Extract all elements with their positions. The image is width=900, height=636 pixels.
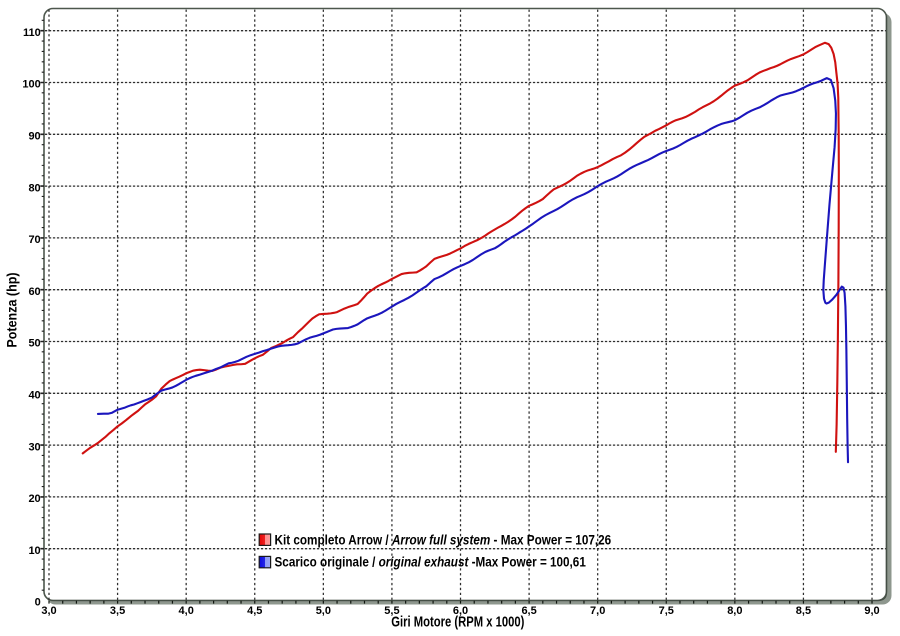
svg-text:90: 90 xyxy=(28,131,40,143)
svg-text:6,5: 6,5 xyxy=(521,605,536,617)
svg-text:40: 40 xyxy=(28,390,40,402)
svg-text:4,5: 4,5 xyxy=(247,605,262,617)
svg-text:7,5: 7,5 xyxy=(659,605,674,617)
svg-text:5,5: 5,5 xyxy=(384,605,399,617)
svg-text:110: 110 xyxy=(23,27,41,39)
svg-text:0: 0 xyxy=(35,597,41,609)
svg-text:5,0: 5,0 xyxy=(316,605,331,617)
svg-text:3,0: 3,0 xyxy=(41,605,56,617)
svg-text:4,0: 4,0 xyxy=(179,605,194,617)
svg-text:30: 30 xyxy=(28,441,40,453)
svg-text:Kit completo Arrow / Arrow ful: Kit completo Arrow / Arrow full system -… xyxy=(275,533,612,548)
svg-text:8,5: 8,5 xyxy=(796,605,811,617)
svg-text:9,0: 9,0 xyxy=(864,605,879,617)
svg-text:Giri Motore (RPM x 1000): Giri Motore (RPM x 1000) xyxy=(391,613,524,630)
svg-text:7,0: 7,0 xyxy=(590,605,605,617)
svg-text:10: 10 xyxy=(28,545,40,557)
svg-text:6,0: 6,0 xyxy=(453,605,468,617)
svg-text:Potenza (hp): Potenza (hp) xyxy=(4,272,20,347)
svg-text:3,5: 3,5 xyxy=(110,605,125,617)
svg-text:8,0: 8,0 xyxy=(727,605,742,617)
svg-text:70: 70 xyxy=(28,234,40,246)
svg-text:100: 100 xyxy=(22,79,40,91)
svg-text:60: 60 xyxy=(28,286,40,298)
svg-text:20: 20 xyxy=(28,493,40,505)
svg-text:Scarico originale / original e: Scarico originale / original exhaust -Ma… xyxy=(275,555,586,570)
svg-text:50: 50 xyxy=(28,338,40,350)
svg-text:80: 80 xyxy=(28,182,40,194)
